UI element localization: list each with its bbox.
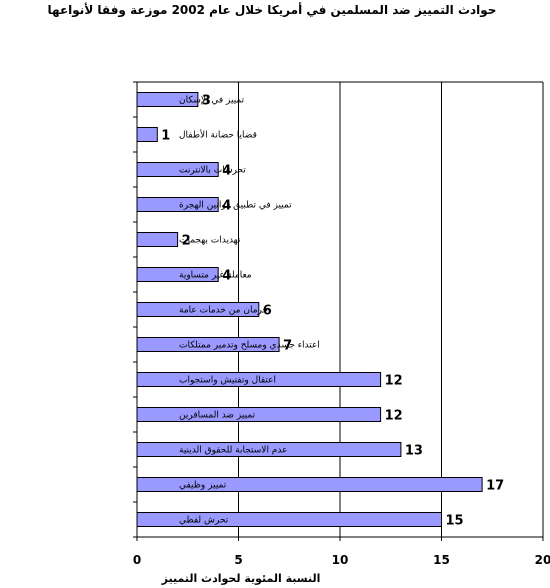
category-label: تحرشات بالانترنت [179,166,246,176]
value-label: 7 [283,339,292,354]
category-label: قضايا حضانة الأطفال [179,129,257,141]
category-label: عدم الاستجابة للحقوق الدينية [179,446,287,456]
x-tick-label: 20 [535,553,550,567]
bar [136,127,158,142]
x-tick-label: 0 [133,553,141,567]
category-label: تمييز وظيفي [179,481,227,491]
category-label: اعتداء جسدي ومسلح وتدمير ممتلكات [179,341,320,351]
value-label: 6 [263,304,272,319]
value-label: 4 [222,199,231,214]
value-label: 2 [182,234,191,249]
category-label: حرمان من خدمات عامة [179,306,268,316]
value-label: 4 [222,164,231,179]
category-label: اعتقال وتفتيش واستجواب [179,376,276,386]
category-label: تمييز في الإسكان [179,96,245,106]
bar [136,232,179,247]
value-labels: 3 1 4 4 2 4 6 7 12 12 13 17 15 [161,94,504,529]
category-labels: تمييز في الإسكان قضايا حضانة الأطفال تحرشا… [179,96,320,526]
bar [136,407,382,422]
value-label: 4 [222,269,231,284]
value-label: 17 [486,479,504,494]
value-label: 13 [405,444,423,459]
x-tick-label: 10 [332,553,349,567]
value-label: 1 [161,129,170,144]
value-label: 12 [385,374,403,389]
value-label: 3 [202,94,211,109]
category-label: معاملة غير متساوية [179,271,252,281]
category-label: تمييز في تطبيق قوانين الهجرة [179,201,292,211]
category-label: تمييز ضد المسافرين [179,411,256,421]
category-label: تهديدات بهجمات [179,236,241,246]
value-label: 12 [385,409,403,424]
x-tick-label: 5 [234,553,242,567]
chart-title: حوادث التمييز ضد المسلمين في أمريكا خلال… [48,2,497,18]
x-tick-label: 15 [433,553,450,567]
x-axis-label: النسبة المئوية لحوادث التمييز [161,572,321,585]
category-label: تحرش لفظي [179,516,229,526]
grid-lines [238,82,544,537]
x-ticks: 0 5 10 15 20 [133,537,550,567]
value-label: 15 [446,514,464,529]
